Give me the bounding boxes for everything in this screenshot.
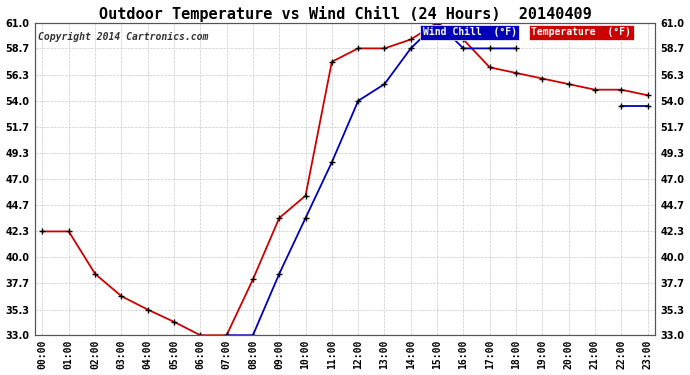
Text: Copyright 2014 Cartronics.com: Copyright 2014 Cartronics.com (38, 32, 208, 42)
Title: Outdoor Temperature vs Wind Chill (24 Hours)  20140409: Outdoor Temperature vs Wind Chill (24 Ho… (99, 6, 591, 21)
Text: Temperature  (°F): Temperature (°F) (531, 27, 631, 38)
Text: Wind Chill  (°F): Wind Chill (°F) (422, 27, 517, 38)
